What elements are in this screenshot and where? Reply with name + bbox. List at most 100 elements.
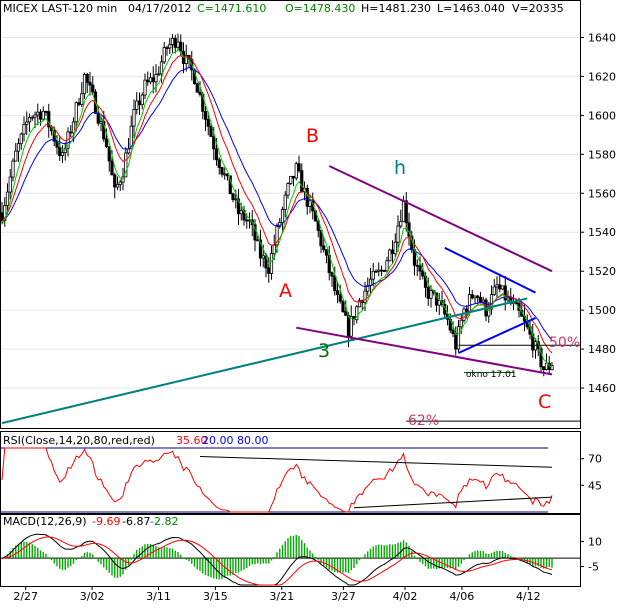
candle-body: [129, 125, 133, 150]
candle-body: [234, 198, 238, 201]
wave-label-h: h: [394, 157, 406, 179]
candle-body: [305, 188, 309, 207]
price-tick-label: 1500: [588, 304, 616, 317]
price-tick-label: 1600: [588, 109, 616, 122]
candle-body: [5, 191, 10, 206]
candle-body: [99, 120, 103, 124]
candle-body: [16, 143, 21, 152]
moving-average-line: [1, 49, 553, 368]
candle-body: [258, 239, 263, 259]
candle-body: [335, 290, 340, 296]
candle-body: [22, 123, 26, 135]
candle-body: [289, 175, 293, 184]
candle-body: [286, 183, 290, 196]
candle-body: [503, 285, 507, 301]
candle-body: [415, 264, 419, 267]
date-tick-label: 3/11: [146, 590, 171, 603]
candle-body: [173, 37, 177, 48]
candle-body: [269, 253, 274, 274]
candle-body: [550, 365, 554, 370]
candle-body: [498, 284, 502, 290]
candle-body: [107, 146, 111, 162]
macd-tick-label: -5: [588, 561, 599, 574]
date-tick-label: 3/21: [269, 590, 294, 603]
candle-body: [253, 224, 257, 241]
candle-body: [283, 194, 287, 210]
candle-body: [382, 270, 386, 272]
candle-body: [363, 290, 367, 304]
candle-body: [228, 175, 232, 195]
trendlines: [1, 165, 580, 425]
rsi-header-high: 80.00: [237, 434, 269, 447]
candle-body: [88, 81, 92, 86]
candle-body: [426, 286, 430, 299]
candle-body: [245, 219, 249, 222]
date-tick-label: 3/15: [203, 590, 228, 603]
rsi-series: 45 70: [1, 447, 602, 513]
candle-body: [272, 244, 276, 254]
candle-body: [256, 239, 260, 242]
triangle-upper-trendline: [444, 246, 536, 294]
candle-body: [434, 292, 439, 306]
wave-label-a: A: [279, 280, 292, 302]
candle-body: [489, 294, 494, 310]
candle-body: [231, 193, 235, 200]
macd-line: [1, 533, 553, 586]
candle-body: [500, 285, 505, 290]
macd-header-label: MACD(12,26,9): [3, 515, 87, 528]
candle-body: [217, 159, 221, 168]
candle-body: [159, 61, 164, 75]
candle-body: [110, 160, 114, 176]
candle-body: [333, 275, 337, 292]
date-tick-label: 3/27: [331, 590, 356, 603]
candle-body: [377, 269, 381, 272]
candle-body: [146, 79, 150, 83]
price-header-low: L=1463.040: [437, 2, 505, 15]
macd-signal-line: [1, 536, 553, 586]
candle-body: [421, 270, 425, 277]
candle-body: [77, 102, 81, 105]
candle-body: [69, 131, 73, 134]
candle-body: [124, 152, 128, 178]
macd-header-macd: -9.69: [92, 515, 120, 528]
price-tick-label: 1620: [588, 70, 616, 83]
candle-body: [157, 73, 161, 76]
candle-body: [195, 83, 199, 93]
candle-body: [470, 294, 474, 299]
candle-body: [357, 300, 362, 308]
candle-body: [203, 110, 208, 120]
candle-body: [118, 181, 122, 185]
candle-body: [385, 260, 389, 272]
candle-body: [19, 133, 23, 145]
candle-body: [261, 255, 265, 259]
candle-body: [212, 136, 216, 150]
candle-body: [80, 93, 84, 105]
price-header-open: O=1478.430: [285, 2, 355, 15]
candle-body: [322, 245, 326, 251]
candle-body: [514, 301, 518, 305]
rsi-header-value: 35.60: [176, 434, 208, 447]
candle-body: [27, 116, 32, 123]
price-tick-label: 1580: [588, 148, 616, 161]
candle-body: [206, 118, 210, 127]
candle-body: [115, 184, 120, 188]
date-tick-label: 3/02: [80, 590, 105, 603]
macd-header-hist: -2.82: [150, 515, 178, 528]
candle-body: [154, 73, 158, 83]
candle-body: [456, 326, 461, 350]
candle-body: [47, 111, 51, 128]
candle-body: [418, 265, 422, 272]
price-header-name: MICEX LAST-120 min: [3, 2, 117, 15]
candle-body: [481, 299, 485, 303]
candle-body: [459, 319, 463, 328]
wave-label-3: 3: [318, 340, 330, 362]
candle-body: [495, 284, 499, 288]
moving-averages: [1, 49, 553, 368]
candle-body: [300, 170, 304, 192]
candle-body: [176, 41, 180, 48]
candle-body: [214, 148, 219, 161]
candle-body: [344, 311, 348, 316]
wave-label-b: B: [306, 125, 319, 147]
fib-62-label: 62%: [408, 413, 439, 429]
rsi-tick-label: 70: [588, 453, 602, 466]
